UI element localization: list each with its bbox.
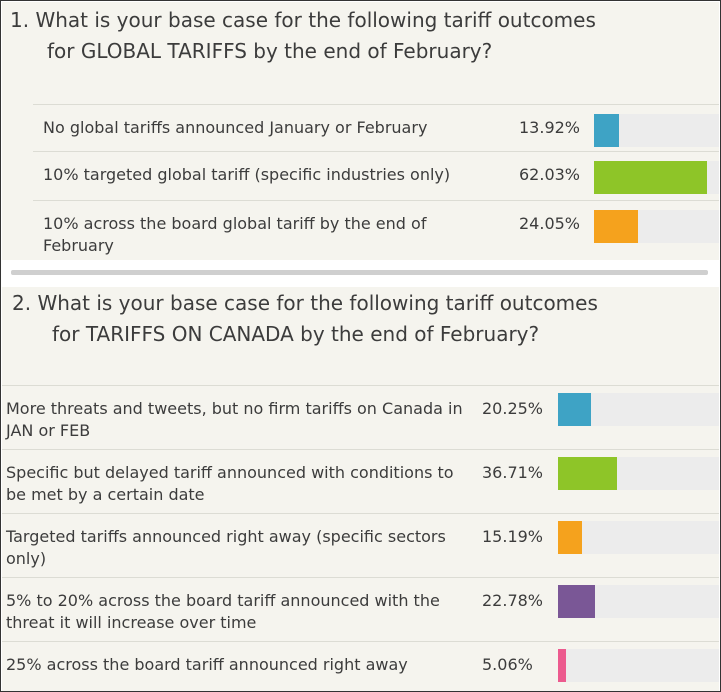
option-bar-track	[594, 210, 719, 243]
option-label: Specific but delayed tariff announced wi…	[6, 463, 454, 504]
option-percentage: 15.19%	[482, 527, 544, 546]
option-percentage: 36.71%	[482, 463, 544, 482]
question-2-option-4: 5% to 20% across the board tariff announ…	[2, 577, 719, 642]
question-1-panel: 1. What is your base case for the follow…	[2, 2, 719, 260]
option-bar	[558, 649, 566, 682]
option-bar	[558, 521, 582, 554]
option-bar	[558, 457, 617, 490]
question-2-title: 2. What is your base case for the follow…	[12, 288, 598, 350]
option-percentage: 24.05%	[519, 214, 581, 233]
option-label: Targeted tariffs announced right away (s…	[6, 527, 446, 568]
question-2-panel: 2. What is your base case for the follow…	[2, 287, 719, 691]
option-label: 10% across the board global tariff by th…	[43, 214, 427, 255]
option-percentage: 20.25%	[482, 399, 544, 418]
question-1-title: 1. What is your base case for the follow…	[10, 5, 596, 67]
option-bar-track	[558, 393, 719, 426]
question-2-title-line-2: for TARIFFS ON CANADA by the end of Febr…	[52, 322, 540, 346]
question-1-option-2: 10% targeted global tariff (specific ind…	[33, 151, 719, 201]
option-bar	[558, 393, 591, 426]
option-bar	[558, 585, 595, 618]
option-bar-track	[594, 114, 719, 147]
option-label: More threats and tweets, but no firm tar…	[6, 399, 463, 440]
option-percentage: 22.78%	[482, 591, 544, 610]
option-percentage: 13.92%	[519, 118, 581, 137]
option-label: 10% targeted global tariff (specific ind…	[43, 165, 451, 184]
question-2-option-1: More threats and tweets, but no firm tar…	[2, 385, 719, 450]
option-percentage: 62.03%	[519, 165, 581, 184]
option-bar-track	[594, 161, 719, 194]
question-2-title-line-1: 2. What is your base case for the follow…	[12, 291, 598, 315]
option-bar	[594, 161, 707, 194]
question-1-title-line-1: 1. What is your base case for the follow…	[10, 8, 596, 32]
option-percentage: 5.06%	[482, 655, 533, 674]
option-label: 25% across the board tariff announced ri…	[6, 655, 408, 674]
question-2-option-3: Targeted tariffs announced right away (s…	[2, 513, 719, 578]
question-2-option-5: 25% across the board tariff announced ri…	[2, 641, 719, 692]
option-bar-track	[558, 457, 719, 490]
question-2-option-2: Specific but delayed tariff announced wi…	[2, 449, 719, 514]
option-label: No global tariffs announced January or F…	[43, 118, 428, 137]
section-divider	[11, 270, 708, 275]
option-bar-track	[558, 649, 719, 682]
option-bar-track	[558, 585, 719, 618]
question-1-title-line-2: for GLOBAL TARIFFS by the end of Februar…	[47, 39, 493, 63]
option-bar	[594, 210, 638, 243]
question-1-option-1: No global tariffs announced January or F…	[33, 104, 719, 152]
option-bar	[594, 114, 619, 147]
option-label: 5% to 20% across the board tariff announ…	[6, 591, 440, 632]
question-1-option-3: 10% across the board global tariff by th…	[33, 200, 719, 261]
option-bar-track	[558, 521, 719, 554]
